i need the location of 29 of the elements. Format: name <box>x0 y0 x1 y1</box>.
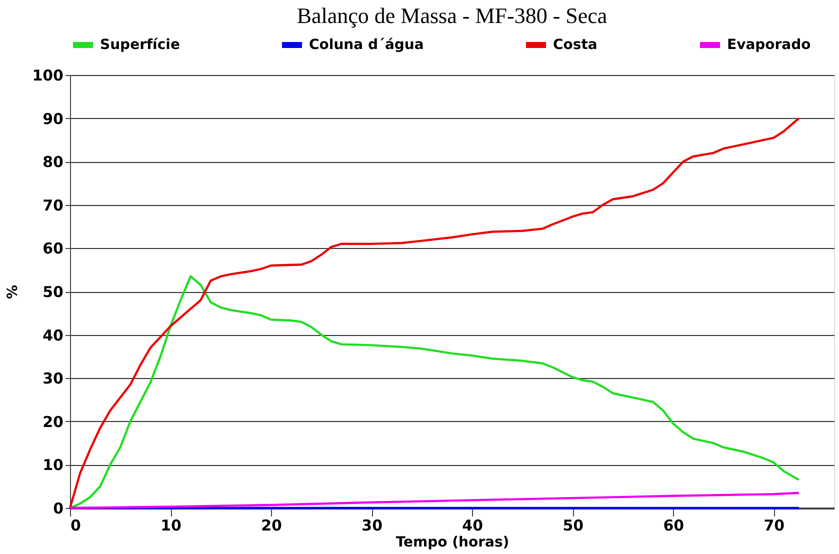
line-series <box>68 117 800 510</box>
y-tick-label: 90 <box>42 110 64 128</box>
x-tick-label: 40 <box>462 516 484 534</box>
x-tick-label: 50 <box>562 516 584 534</box>
x-tick-label: 60 <box>663 516 684 534</box>
x-tick-label: 30 <box>362 516 383 534</box>
y-tick-label: 30 <box>42 370 64 388</box>
x-tick-label: 10 <box>160 516 182 534</box>
line-series <box>68 492 800 510</box>
y-tick-label: 50 <box>42 283 64 301</box>
line-series <box>68 275 800 510</box>
y-tick-label: 80 <box>42 153 64 172</box>
y-tick-label: 40 <box>42 326 64 344</box>
y-tick-label: 10 <box>42 456 64 474</box>
x-tick-label: 20 <box>261 516 282 534</box>
legend-label: Costa <box>553 37 598 53</box>
x-tick-label: 0 <box>70 516 81 534</box>
x-axis-title: Tempo (horas) <box>396 534 510 550</box>
y-axis-title: % <box>5 284 22 300</box>
chart-title: Balanço de Massa - MF-380 - Seca <box>296 3 608 28</box>
y-tick-label: 100 <box>32 66 64 84</box>
y-tick-label: 60 <box>42 240 64 258</box>
y-tick-label: 0 <box>53 500 64 518</box>
legend-label: Superfície <box>100 37 180 53</box>
legend-label: Coluna d´água <box>309 37 424 53</box>
x-tick-label: 70 <box>764 516 785 534</box>
legend-label: Evaporado <box>727 37 812 53</box>
y-tick-label: 70 <box>42 196 64 214</box>
y-tick-label: 20 <box>42 412 64 431</box>
